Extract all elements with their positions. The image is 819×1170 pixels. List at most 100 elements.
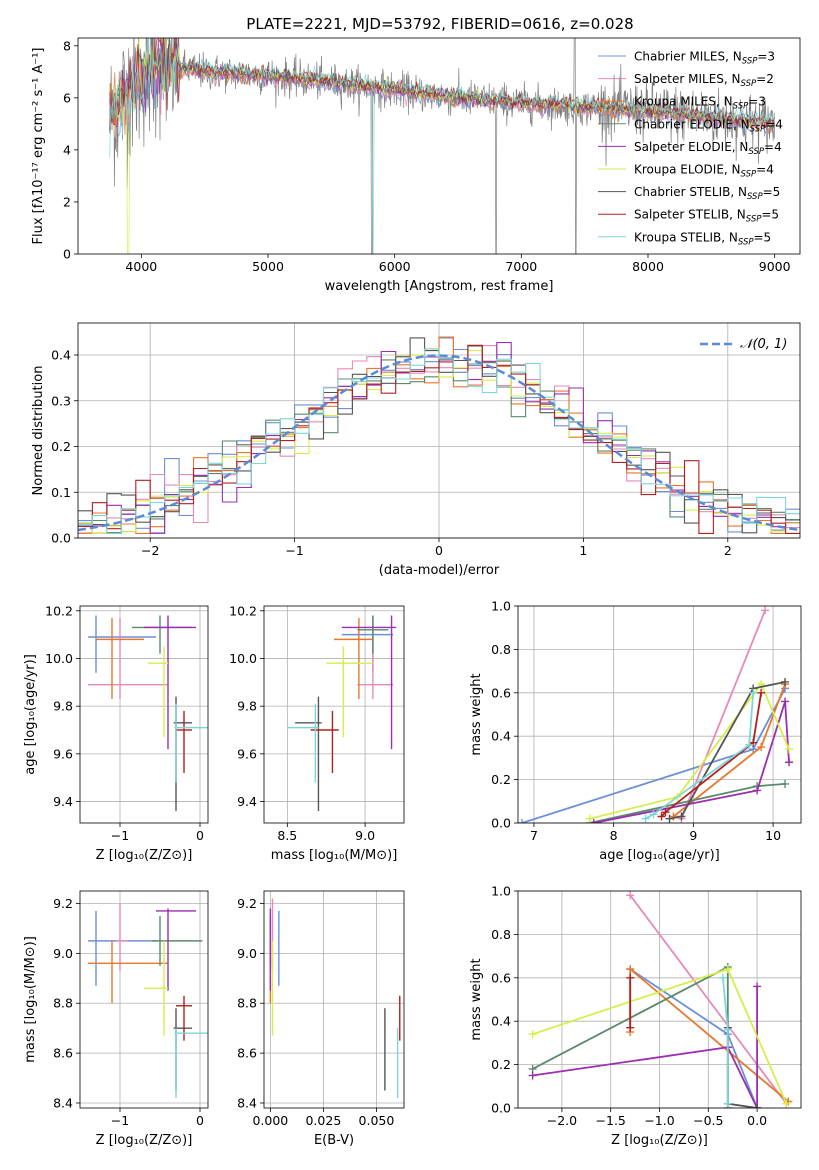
- legend-label: Kroupa ELODIE, NSSP=4: [634, 163, 774, 180]
- y-tick-label: 9.6: [53, 746, 73, 761]
- y-tick-label: 10.2: [45, 603, 73, 618]
- legend-label-main: Kroupa STELIB, N: [634, 230, 738, 244]
- weight-line: [669, 681, 786, 820]
- x-axis-label: Z [log₁₀(Z/Z⊙)]: [96, 1133, 193, 1148]
- x-tick-label: −1: [111, 1113, 129, 1128]
- x-tick-label: 0.025: [305, 1113, 341, 1128]
- y-tick-label: 10.0: [229, 651, 257, 666]
- weight-marker: [528, 1030, 537, 1039]
- weight-marker: [661, 808, 670, 817]
- x-tick-label: −1: [111, 828, 129, 843]
- weight-marker: [753, 1104, 762, 1108]
- y-tick-label: 8.6: [53, 1046, 73, 1061]
- weight-marker: [781, 697, 790, 706]
- legend-label-value: =2: [756, 72, 774, 86]
- y-tick-label: 9.8: [237, 699, 257, 714]
- weight-marker: [749, 688, 758, 697]
- y-tick-label: 9.6: [237, 746, 257, 761]
- legend-label-main: Chabrier STELIB, N: [634, 185, 747, 199]
- y-tick-label: 8.8: [237, 996, 257, 1011]
- weight-marker: [723, 1099, 732, 1108]
- x-tick-label: 1: [579, 543, 587, 558]
- y-tick-label: 9.2: [53, 896, 73, 911]
- y-tick-label: 1.0: [491, 599, 511, 614]
- axes-frame: [517, 605, 802, 824]
- axes-weight-vs-Z: −2.0 −1.5 −1.0 −0.5 0.0 0.0 0.2 0.4 0.6 0.8 1.0 Z […: [469, 884, 802, 1148]
- plot-area-weight-vs-Z: [528, 891, 793, 1108]
- weight-line: [532, 986, 758, 1108]
- y-tick-label: 1.0: [491, 884, 511, 899]
- legend-label-value: =5: [761, 208, 779, 222]
- weight-marker: [781, 677, 790, 686]
- axes-frame: [79, 890, 209, 1109]
- legend-label: Chabrier STELIB, NSSP=5: [634, 185, 780, 202]
- legend-label-sub: SSP: [747, 192, 763, 202]
- legend-label: Chabrier ELODIE, NSSP=4: [634, 117, 783, 134]
- spectrum-model-line: [109, 38, 776, 128]
- plot-area-age-vs-mass: [287, 615, 397, 812]
- legend-label-main: Salpeter MILES, N: [634, 72, 741, 86]
- y-tick-label: 10.0: [45, 651, 73, 666]
- y-tick-label: 0: [63, 247, 71, 262]
- y-tick-label: 0.2: [491, 772, 511, 787]
- axes-frame: [263, 605, 405, 824]
- weight-line: [593, 701, 790, 823]
- axes-frame: [77, 322, 801, 539]
- y-tick-label: 8.4: [53, 1096, 73, 1111]
- axes-mass-vs-Z: −1 0 8.4 8.6 8.8 9.0 9.2 Z [log₁₀(Z/Z⊙)] mass [l…: [23, 890, 209, 1148]
- y-tick-label: 9.4: [53, 794, 73, 809]
- legend-label-main: Kroupa ELODIE, N: [634, 163, 741, 177]
- x-axis-label: Z [log₁₀(Z/Z⊙)]: [96, 848, 193, 863]
- x-tick-label: 7000: [505, 259, 537, 274]
- legend-label-main: Salpeter ELODIE, N: [634, 140, 748, 154]
- legend-label-value: =5: [763, 185, 781, 199]
- legend-label-main: Chabrier MILES, N: [634, 50, 742, 64]
- x-tick-label: 4000: [125, 259, 157, 274]
- legend-label: Chabrier MILES, NSSP=3: [634, 50, 775, 67]
- weight-marker: [785, 745, 794, 754]
- x-tick-label: −1: [285, 543, 303, 558]
- legend-label-main: Salpeter STELIB, N: [634, 208, 746, 222]
- weight-marker: [641, 814, 650, 823]
- x-tick-label: 8: [610, 828, 618, 843]
- weight-marker: [665, 814, 674, 823]
- axes-age-vs-mass: 8.5 9.0 9.4 9.6 9.8 10.0 10.2 mass [log₁₀(M/M⊙)…: [229, 603, 405, 863]
- axes-frame: [79, 605, 209, 824]
- legend-label-value: =4: [765, 117, 783, 131]
- y-tick-label: 9.2: [237, 896, 257, 911]
- axes-spectrum: 4000 5000 6000 7000 8000 9000 0 2 4 6 8 wavelength …: [31, 37, 801, 294]
- legend-label-sub: SSP: [750, 124, 766, 134]
- weight-marker: [757, 743, 766, 752]
- weight-marker: [781, 779, 790, 788]
- normal-reference-curve: [78, 354, 800, 532]
- weight-marker: [785, 758, 794, 767]
- weight-marker: [657, 812, 666, 821]
- y-tick-label: 0.6: [491, 970, 511, 985]
- x-tick-label: −0.5: [693, 1113, 723, 1128]
- legend-label-sub: SSP: [733, 102, 749, 112]
- histogram-series: [78, 348, 800, 534]
- weight-marker: [757, 688, 766, 697]
- weight-marker: [753, 982, 762, 991]
- weight-marker: [723, 1025, 732, 1034]
- x-tick-label: 0: [435, 543, 443, 558]
- x-axis-label: Z [log₁₀(Z/Z⊙)]: [611, 1133, 708, 1148]
- y-tick-label: 8: [63, 38, 71, 53]
- y-tick-label: 0.0: [491, 1101, 511, 1116]
- axes-weight-vs-age: 7 8 9 10 0.0 0.2 0.4 0.6 0.8 1.0 age [log₁₀(age/yr…: [469, 599, 802, 863]
- x-tick-label: 9.0: [355, 828, 375, 843]
- y-tick-label: 0.1: [51, 485, 71, 500]
- y-tick-label: 9.0: [53, 946, 73, 961]
- axes-residuals: −2 −1 0 1 2 0.0 0.1 0.2 0.3 0.4 (data-model)/error…: [31, 322, 801, 578]
- weight-marker: [649, 810, 658, 819]
- weight-line: [629, 894, 788, 1105]
- weight-marker: [589, 819, 598, 823]
- weight-marker: [518, 819, 526, 823]
- legend-label-value: =3: [757, 50, 775, 64]
- y-tick-label: 8.4: [237, 1096, 257, 1111]
- y-tick-label: 0.8: [491, 927, 511, 942]
- y-tick-label: 0.6: [491, 685, 511, 700]
- x-tick-label: 0.000: [252, 1113, 288, 1128]
